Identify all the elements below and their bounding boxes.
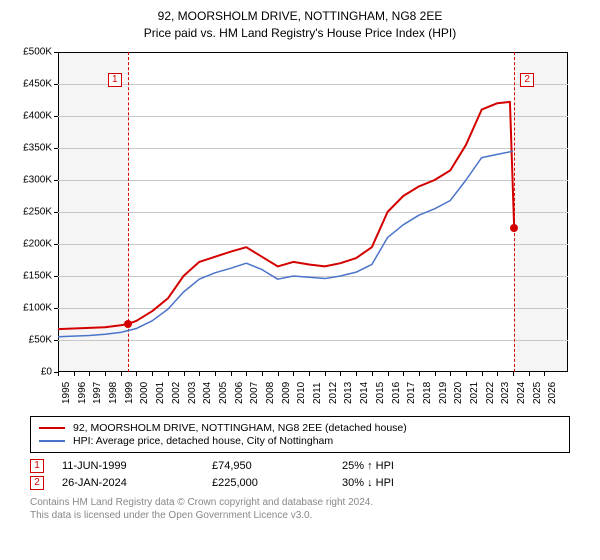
event-marker-box: 1 (108, 73, 122, 87)
event-row: 2 26-JAN-2024 £225,000 30% ↓ HPI (30, 476, 570, 490)
event-index-box: 1 (30, 459, 44, 473)
event-marker-dot (124, 320, 132, 328)
series-hpi (58, 151, 513, 337)
title-line-1: 92, MOORSHOLM DRIVE, NOTTINGHAM, NG8 2EE (12, 8, 588, 25)
attribution-footer: Contains HM Land Registry data © Crown c… (30, 496, 570, 522)
footer-line-1: Contains HM Land Registry data © Crown c… (30, 496, 570, 509)
footer-line-2: This data is licensed under the Open Gov… (30, 509, 570, 522)
event-price: £74,950 (212, 460, 302, 472)
legend: 92, MOORSHOLM DRIVE, NOTTINGHAM, NG8 2EE… (30, 416, 570, 453)
chart-container: 92, MOORSHOLM DRIVE, NOTTINGHAM, NG8 2EE… (0, 0, 600, 532)
title-block: 92, MOORSHOLM DRIVE, NOTTINGHAM, NG8 2EE… (12, 8, 588, 42)
title-line-2: Price paid vs. HM Land Registry's House … (12, 25, 588, 42)
legend-swatch (39, 440, 65, 442)
legend-item: 92, MOORSHOLM DRIVE, NOTTINGHAM, NG8 2EE… (39, 422, 561, 434)
series-price_paid (58, 102, 514, 329)
event-table: 1 11-JUN-1999 £74,950 25% ↑ HPI 2 26-JAN-2024… (30, 459, 570, 490)
legend-label: 92, MOORSHOLM DRIVE, NOTTINGHAM, NG8 2EE… (73, 422, 407, 434)
chart-area: £0£50K£100K£150K£200K£250K£300K£350K£400… (12, 48, 588, 408)
event-marker-dot (510, 224, 518, 232)
legend-item: HPI: Average price, detached house, City… (39, 435, 561, 447)
legend-label: HPI: Average price, detached house, City… (73, 435, 333, 447)
event-row: 1 11-JUN-1999 £74,950 25% ↑ HPI (30, 459, 570, 473)
event-price: £225,000 (212, 477, 302, 489)
event-delta: 25% ↑ HPI (342, 460, 394, 472)
event-date: 11-JUN-1999 (62, 460, 172, 472)
event-marker-box: 2 (520, 73, 534, 87)
series-svg (12, 48, 588, 408)
event-delta: 30% ↓ HPI (342, 477, 394, 489)
legend-swatch (39, 427, 65, 429)
event-date: 26-JAN-2024 (62, 477, 172, 489)
event-index-box: 2 (30, 476, 44, 490)
